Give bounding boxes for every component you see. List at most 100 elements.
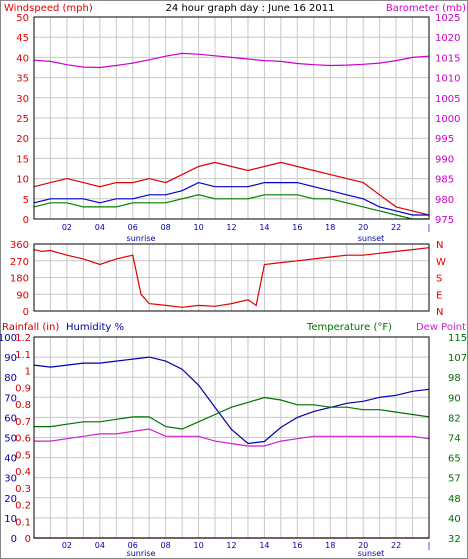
baro-tick-label: 1015 (435, 53, 460, 64)
rain-tick-label: 1 (25, 367, 31, 378)
temp-tick-label: 107 (448, 353, 467, 364)
rain-tick-label: 0 (25, 534, 31, 545)
x-tick-label: 18 (325, 223, 335, 232)
sunset-label-2: sunset (358, 549, 385, 558)
wind-tick-label: 0 (23, 215, 29, 226)
temp-tick-label: 48 (448, 494, 461, 505)
rain-tick-label: 0.6 (15, 434, 31, 445)
direction-tick-label: 270 (10, 257, 29, 268)
compass-tick-label: N (436, 307, 443, 318)
panel1-grid (34, 17, 429, 219)
x-tick-label: 16 (292, 223, 302, 232)
x-tick-label: 04 (95, 223, 105, 232)
rainfall-label: Rainfall (in) (2, 322, 59, 333)
baro-tick-label: 1005 (435, 94, 460, 105)
wind-tick-label: 45 (16, 33, 29, 44)
baro-tick-label: 980 (435, 195, 454, 206)
temp-tick-label: 98 (448, 373, 461, 384)
x-tick-label: 20 (358, 541, 368, 550)
panel3-x-ticks: 02 04 06 08 10 12 14 16 18 20 22 | (62, 541, 431, 550)
rain-tick-label: 0.1 (15, 517, 31, 528)
rain-tick-label: 0.2 (15, 501, 31, 512)
rain-tick-label: 0.8 (15, 400, 31, 411)
temp-tick-label: 57 (448, 474, 461, 485)
x-tick-label: 22 (391, 223, 401, 232)
series-line-temp (34, 396, 430, 430)
series-line-humidity (33, 356, 430, 445)
x-tick-label: 08 (161, 223, 171, 232)
x-tick-label: 12 (226, 541, 236, 550)
humidity-tick-label: 50 (4, 434, 17, 445)
humidity-tick-label: 70 (4, 393, 17, 404)
panel1-series (33, 52, 430, 220)
temp-tick-label: 40 (448, 514, 461, 525)
humidity-tick-label: 90 (4, 353, 17, 364)
x-tick-label: 04 (95, 541, 105, 550)
x-tick-label: 22 (391, 541, 401, 550)
temp-tick-label: 115 (448, 333, 467, 344)
panel2-frame (33, 243, 430, 312)
humidity-tick-label: 10 (4, 514, 17, 525)
humidity-tick-label: 0 (11, 534, 17, 545)
wind-tick-label: 50 (16, 13, 29, 24)
x-tick-label: 02 (62, 223, 72, 232)
baro-tick-label: 975 (435, 215, 454, 226)
rain-tick-label: 0.3 (15, 484, 31, 495)
wind-tick-label: 40 (16, 53, 29, 64)
x-tick-label: 02 (62, 541, 72, 550)
sunset-label-1: sunset (358, 234, 385, 243)
compass-tick-label: S (436, 274, 442, 285)
wind-tick-label: 5 (23, 195, 29, 206)
baro-tick-label: 1000 (435, 114, 460, 125)
sunrise-label-2: sunrise (127, 549, 156, 558)
x-tick-label: 10 (193, 223, 203, 232)
rain-tick-label: 1.2 (15, 333, 31, 344)
compass-tick-label: W (436, 257, 446, 268)
series-line-dew (34, 428, 430, 447)
wind-tick-label: 15 (16, 154, 29, 165)
x-tick-label: 06 (128, 541, 138, 550)
humidity-tick-label: 60 (4, 413, 17, 424)
wind-tick-label: 35 (16, 74, 29, 85)
x-tick-label: 16 (292, 541, 302, 550)
panel3-temp-ticks: 115 107 98 90 82 74 65 57 48 40 32 (448, 333, 467, 545)
rain-tick-label: 0.7 (15, 417, 31, 428)
x-tick-label: 14 (259, 541, 269, 550)
wind-tick-label: 25 (16, 114, 29, 125)
x-tick-label: 12 (226, 223, 236, 232)
panel1-x-ticks: 02 04 06 08 10 12 14 16 18 20 22 | (62, 223, 431, 232)
baro-tick-label: 995 (435, 134, 454, 145)
x-tick-label: 20 (358, 223, 368, 232)
baro-tick-label: 1010 (435, 74, 460, 85)
rain-tick-label: 0.9 (15, 383, 31, 394)
wind-tick-label: 30 (16, 94, 29, 105)
title: 24 hour graph day : June 16 2011 (166, 3, 335, 14)
direction-tick-label: 360 (10, 240, 29, 251)
temp-tick-label: 82 (448, 413, 461, 424)
series-line-direction (33, 247, 430, 308)
barometer-label: Barometer (mb) (386, 3, 466, 14)
rain-tick-label: 1.1 (15, 350, 31, 361)
panel3-frame (33, 336, 430, 539)
panel2-grid (34, 244, 429, 311)
temp-tick-label: 74 (448, 434, 461, 445)
temp-tick-label: 90 (448, 393, 461, 404)
series-line-baro (33, 52, 430, 69)
humidity-tick-label: 80 (4, 373, 17, 384)
humidity-tick-label: 100 (0, 333, 17, 344)
humidity-tick-label: 20 (4, 494, 17, 505)
wind-tick-label: 20 (16, 134, 29, 145)
baro-tick-label: 985 (435, 175, 454, 186)
panel3-grid (34, 337, 429, 538)
series-line-wind (33, 161, 430, 216)
baro-tick-label: 1025 (435, 13, 460, 24)
temp-tick-label: 32 (448, 534, 461, 545)
panel2-left-ticks: 360 270 180 90 0 (10, 240, 29, 318)
rain-tick-label: 0.5 (15, 450, 31, 461)
x-tick-end: | (428, 541, 431, 550)
direction-tick-label: 180 (10, 274, 29, 285)
series-line-wind_avg (33, 181, 429, 216)
